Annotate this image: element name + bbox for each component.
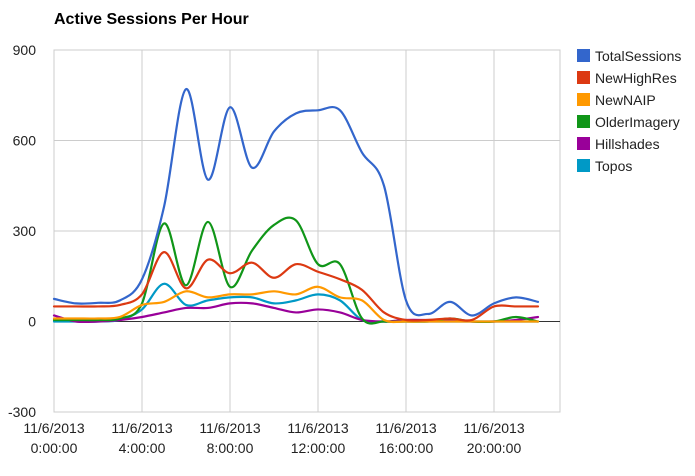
x-tick-label-time: 20:00:00: [467, 440, 522, 456]
legend-swatch: [577, 137, 590, 150]
y-axis-ticks: -300 0 300 600 900: [8, 42, 36, 420]
legend-swatch: [577, 71, 590, 84]
x-tick-label-date: 11/6/2013: [287, 420, 348, 436]
x-tick-label-time: 0:00:00: [31, 440, 78, 456]
legend-swatch: [577, 49, 590, 62]
x-tick-label-date: 11/6/2013: [463, 420, 524, 436]
legend: TotalSessions NewHighRes NewNAIP OlderImage…: [577, 48, 681, 174]
legend-label: OlderImagery: [595, 114, 680, 130]
legend-swatch: [577, 93, 590, 106]
legend-label: NewNAIP: [595, 92, 656, 108]
x-tick-label-date: 11/6/2013: [199, 420, 260, 436]
y-tick-label: 0: [28, 314, 36, 330]
series-line-newnaip: [52, 285, 540, 324]
legend-swatch: [577, 159, 590, 172]
chart-title: Active Sessions Per Hour: [54, 11, 249, 28]
y-tick-label: -300: [8, 404, 36, 420]
legend-swatch: [577, 115, 590, 128]
x-tick-label-time: 8:00:00: [207, 440, 254, 456]
x-tick-label-date: 11/6/2013: [111, 420, 172, 436]
legend-label: Topos: [595, 158, 632, 174]
series-line-olderimagery: [52, 216, 540, 325]
y-tick-label: 300: [13, 223, 37, 239]
legend-label: NewHighRes: [595, 70, 677, 86]
x-tick-label-time: 12:00:00: [291, 440, 346, 456]
y-tick-label: 900: [13, 42, 37, 58]
series-line-newhighres: [52, 251, 540, 322]
grid: [53, 49, 561, 413]
legend-label: TotalSessions: [595, 48, 681, 64]
y-tick-label: 600: [13, 133, 37, 149]
series-lines: [52, 88, 540, 325]
x-tick-label-date: 11/6/2013: [23, 420, 84, 436]
series-line-hillshades: [52, 301, 540, 324]
x-tick-label-time: 16:00:00: [379, 440, 434, 456]
x-axis-ticks: 11/6/2013 0:00:00 11/6/2013 4:00:00 11/6/201…: [23, 420, 524, 456]
series-line-totalsessions: [52, 88, 540, 317]
legend-label: Hillshades: [595, 136, 660, 152]
x-tick-label-time: 4:00:00: [119, 440, 166, 456]
x-tick-label-date: 11/6/2013: [375, 420, 436, 436]
